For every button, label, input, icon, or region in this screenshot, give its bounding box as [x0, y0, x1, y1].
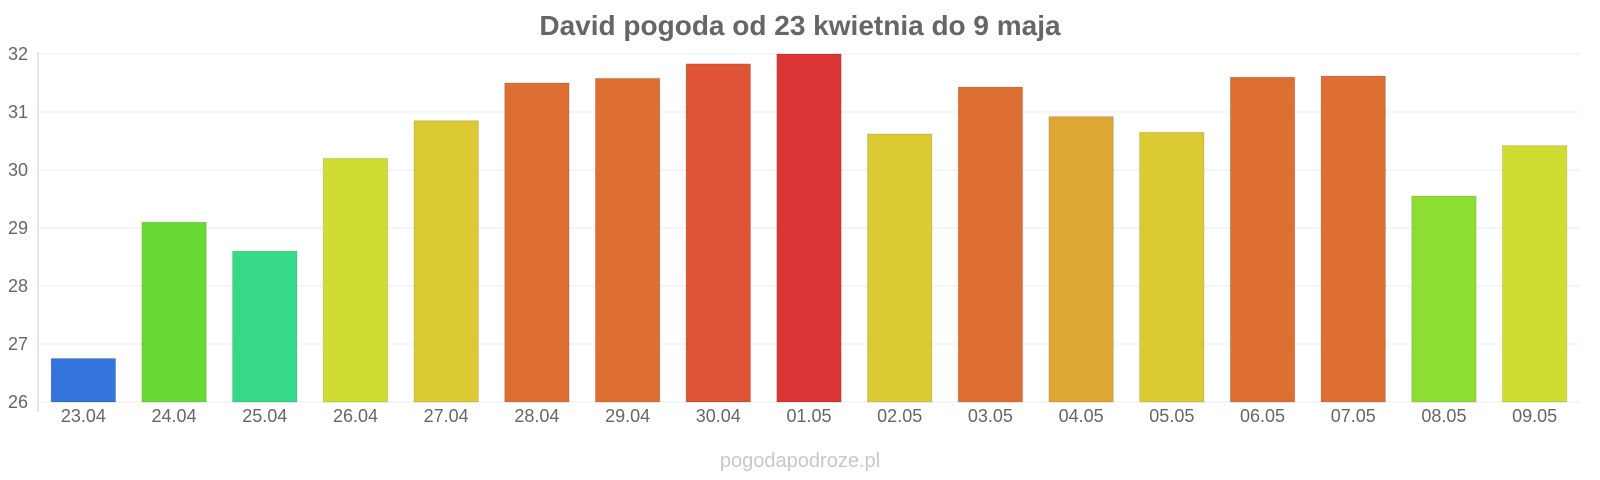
bar-29.04[interactable] [594, 77, 661, 403]
y-tick-label: 29 [8, 218, 28, 238]
bar-07.05[interactable] [1320, 75, 1386, 403]
x-tick-label: 02.05 [877, 406, 922, 426]
y-tick-label: 26 [8, 392, 28, 412]
x-tick-label: 29.04 [605, 406, 650, 426]
x-tick-label: 07.05 [1331, 406, 1376, 426]
x-tick-label: 25.04 [242, 406, 287, 426]
bar-25.04[interactable] [232, 250, 298, 403]
x-tick-label: 30.04 [696, 406, 741, 426]
chart-title: David pogoda od 23 kwietnia do 9 maja [539, 10, 1061, 41]
bar-28.04[interactable] [504, 82, 570, 403]
y-tick-label: 31 [8, 102, 28, 122]
y-axis-ticks: 26 27 28 29 30 31 32 [8, 44, 28, 412]
x-tick-label: 06.05 [1240, 406, 1285, 426]
x-axis-ticks: 23.04 24.04 25.04 26.04 27.04 28.04 29.04 30.04… [61, 406, 1557, 426]
x-tick-label: 24.04 [152, 406, 197, 426]
bar-27.04[interactable] [413, 120, 479, 403]
bar-06.05[interactable] [1229, 76, 1296, 403]
y-tick-label: 30 [8, 160, 28, 180]
x-tick-label: 27.04 [424, 406, 469, 426]
bar-23.04[interactable] [50, 358, 117, 403]
bar-02.05[interactable] [867, 133, 933, 403]
x-tick-label: 01.05 [786, 406, 831, 426]
x-tick-label: 05.05 [1149, 406, 1194, 426]
x-tick-label: 04.05 [1059, 406, 1104, 426]
x-tick-label: 08.05 [1421, 406, 1466, 426]
bar-03.05[interactable] [957, 86, 1024, 403]
bar-01.05[interactable] [776, 53, 842, 403]
bar-26.04[interactable] [322, 157, 389, 403]
x-tick-label: 28.04 [514, 406, 559, 426]
bars [50, 53, 1568, 403]
bar-30.04[interactable] [685, 63, 751, 403]
bar-24.04[interactable] [141, 221, 207, 403]
bar-09.05[interactable] [1501, 145, 1568, 403]
bar-05.05[interactable] [1139, 131, 1205, 403]
bar-08.05[interactable] [1411, 195, 1477, 403]
y-tick-label: 28 [8, 276, 28, 296]
y-tick-label: 27 [8, 334, 28, 354]
x-tick-label: 03.05 [968, 406, 1013, 426]
x-tick-label: 23.04 [61, 406, 106, 426]
x-tick-label: 09.05 [1512, 406, 1557, 426]
watermark: pogodapodroze.pl [719, 450, 881, 472]
x-tick-label: 26.04 [333, 406, 378, 426]
bar-04.05[interactable] [1048, 116, 1114, 403]
y-tick-label: 32 [8, 44, 28, 64]
